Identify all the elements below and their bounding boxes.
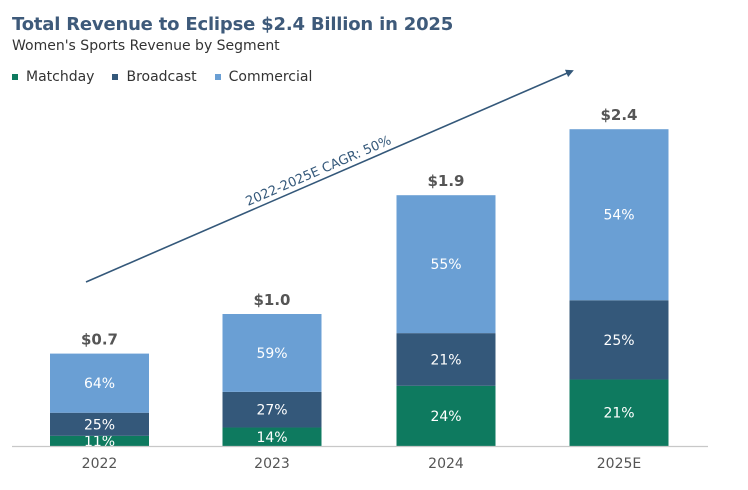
bar-commercial-2025e — [569, 129, 669, 301]
x-tick-label-2022: 2022 — [82, 456, 118, 472]
bar-commercial-2022 — [50, 353, 149, 413]
cagr-annotation: 2022-2025E CAGR: 50% — [244, 133, 394, 209]
bar-matchday-2023 — [222, 427, 322, 446]
data-label-broadcast-2025e: 25% — [603, 333, 634, 349]
data-label-commercial-2025e: 54% — [603, 208, 634, 224]
data-label-matchday-2023: 14% — [256, 430, 287, 446]
bar-commercial-2024 — [396, 195, 496, 334]
legend-item-broadcast: Broadcast — [112, 69, 197, 85]
legend-label-matchday: Matchday — [26, 69, 95, 85]
chart-subtitle: Women's Sports Revenue by Segment — [12, 38, 280, 54]
legend-item-matchday: Matchday — [12, 69, 94, 85]
total-label-2022: $0.7 — [81, 331, 118, 349]
bar-matchday-2022 — [50, 435, 149, 446]
total-label-2024: $1.9 — [427, 172, 464, 190]
x-tick-label-2023: 2023 — [254, 456, 290, 472]
cagr-arrow — [85, 69, 574, 283]
data-label-matchday-2024: 24% — [430, 409, 461, 425]
bar-broadcast-2023 — [222, 391, 322, 428]
bar-commercial-2023 — [222, 314, 322, 392]
data-label-broadcast-2024: 21% — [430, 352, 461, 368]
legend-label-commercial: Commercial — [228, 69, 313, 85]
legend-swatch-matchday — [12, 74, 18, 80]
data-label-broadcast-2022: 25% — [84, 417, 115, 433]
data-label-commercial-2024: 55% — [430, 257, 461, 273]
legend-swatch-commercial — [214, 74, 221, 80]
data-label-commercial-2022: 64% — [84, 376, 115, 392]
bar-broadcast-2022 — [50, 412, 149, 436]
bar-matchday-2024 — [396, 385, 496, 446]
data-label-broadcast-2023: 27% — [256, 403, 287, 419]
total-label-2023: $1.0 — [253, 291, 290, 309]
data-label-matchday-2025e: 21% — [603, 406, 634, 422]
bar-matchday-2025e — [569, 379, 669, 446]
chart-title: Total Revenue to Eclipse $2.4 Billion in… — [12, 14, 454, 35]
x-tick-label-2024: 2024 — [428, 456, 464, 472]
x-tick-label-2025e: 2025E — [597, 456, 641, 472]
legend: Matchday Broadcast Commercial — [12, 69, 312, 85]
data-label-matchday-2022: 11% — [84, 434, 115, 450]
legend-label-broadcast: Broadcast — [126, 69, 197, 85]
legend-swatch-broadcast — [112, 74, 119, 80]
bar-broadcast-2024 — [396, 333, 496, 386]
legend-item-commercial: Commercial — [214, 69, 313, 85]
bar-broadcast-2025e — [569, 300, 669, 380]
total-label-2025e: $2.4 — [600, 106, 637, 124]
data-label-commercial-2023: 59% — [256, 346, 287, 362]
